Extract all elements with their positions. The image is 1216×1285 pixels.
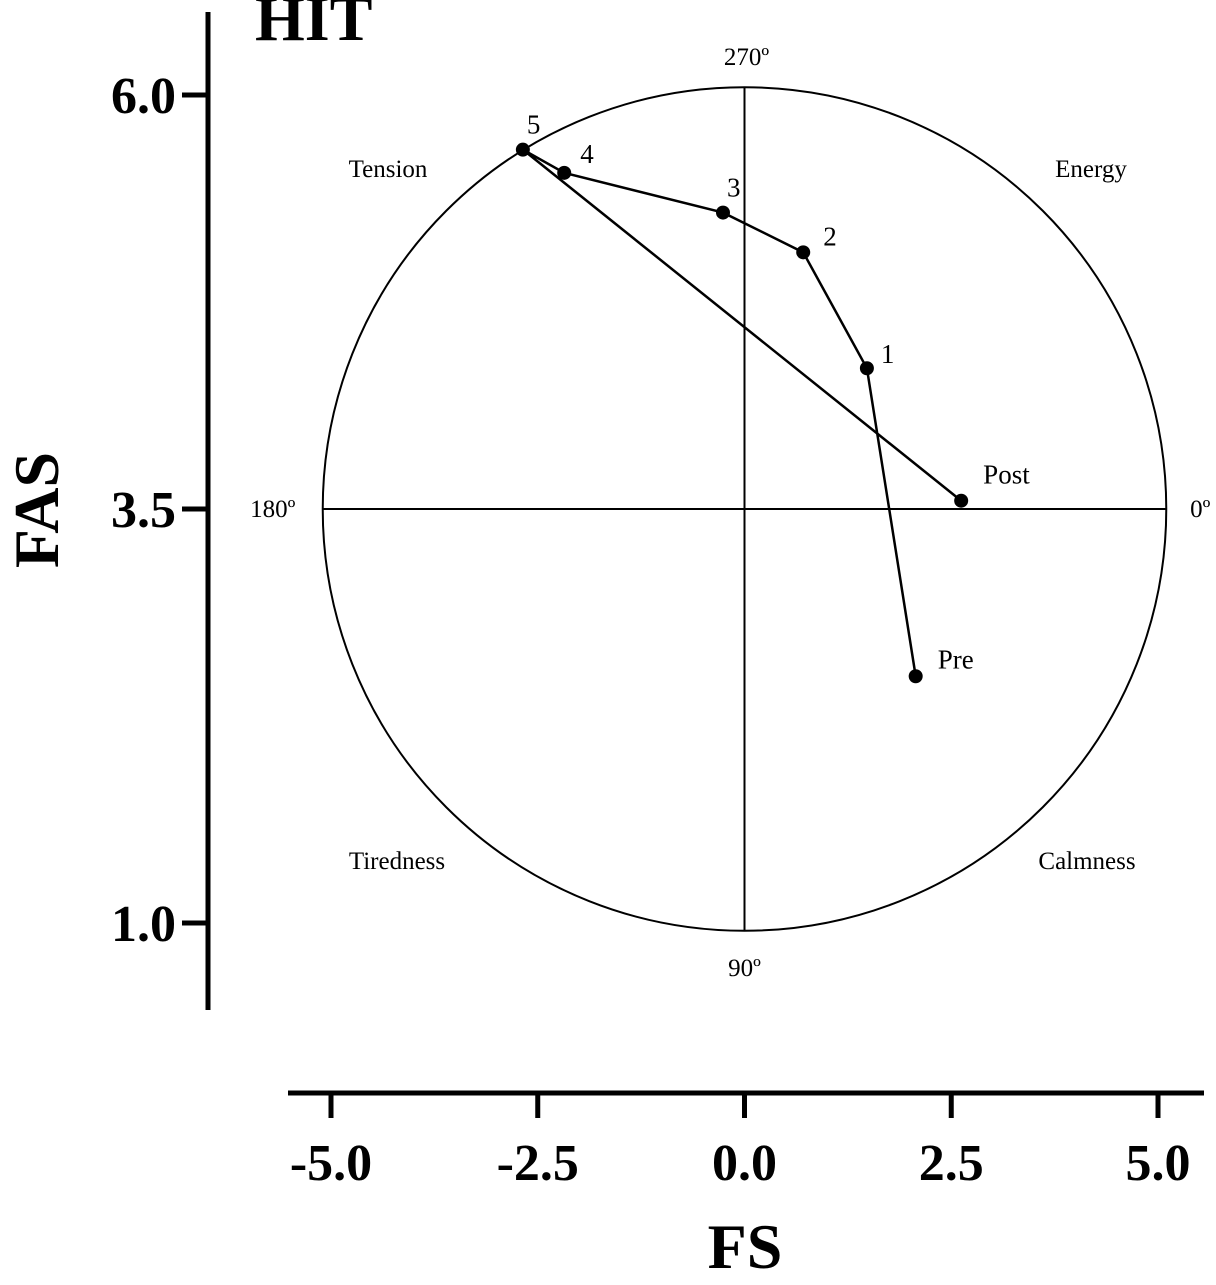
y-axis-label: FAS <box>1 452 72 568</box>
angle-label-left: 180º <box>250 496 296 523</box>
y-axis: 6.0 3.5 1.0 <box>111 12 211 1010</box>
quadrant-label-tension: Tension <box>349 156 428 183</box>
x-tick-label: -2.5 <box>497 1135 579 1192</box>
x-tick-label: 0.0 <box>712 1135 777 1192</box>
angle-label-bottom: 90º <box>728 955 761 982</box>
quadrant-label-energy: Energy <box>1055 156 1127 183</box>
y-tick-label: 1.0 <box>111 896 176 953</box>
data-point-label: 5 <box>527 110 541 140</box>
y-tick-label: 6.0 <box>111 68 176 125</box>
data-point-4 <box>557 165 572 180</box>
x-axis-label: FS <box>708 1211 783 1282</box>
circumplex <box>321 86 1168 932</box>
data-point-post <box>954 493 969 508</box>
angle-label-right: 0º <box>1190 496 1211 523</box>
angle-label-top: 270º <box>724 44 770 71</box>
data-point-pre <box>908 669 923 684</box>
data-point-label: 1 <box>881 339 895 369</box>
x-axis: -5.0 -2.5 0.0 2.5 5.0 <box>288 1090 1204 1192</box>
series-trajectory: Pre 1 2 3 4 5 Post <box>515 110 1030 684</box>
data-point-5 <box>515 142 530 157</box>
data-point-1 <box>859 361 874 376</box>
chart-title: HIT <box>255 0 372 54</box>
x-ticks: -5.0 -2.5 0.0 2.5 5.0 <box>290 1093 1191 1192</box>
quadrant-label-tiredness: Tiredness <box>349 848 445 875</box>
x-tick-label: -5.0 <box>290 1135 372 1192</box>
x-tick-label: 5.0 <box>1126 1135 1191 1192</box>
quadrant-label-calmness: Calmness <box>1038 848 1135 875</box>
data-point-label: 2 <box>823 221 837 251</box>
data-point-label: Pre <box>938 644 974 674</box>
data-point-2 <box>796 245 811 260</box>
data-point-3 <box>715 205 730 220</box>
data-point-label: 3 <box>727 173 741 203</box>
y-tick-label: 3.5 <box>111 482 176 539</box>
series-line <box>522 148 962 677</box>
x-tick-label: 2.5 <box>919 1135 984 1192</box>
data-point-label: 4 <box>580 139 594 169</box>
y-ticks: 6.0 3.5 1.0 <box>111 68 208 953</box>
data-point-label: Post <box>983 460 1030 490</box>
